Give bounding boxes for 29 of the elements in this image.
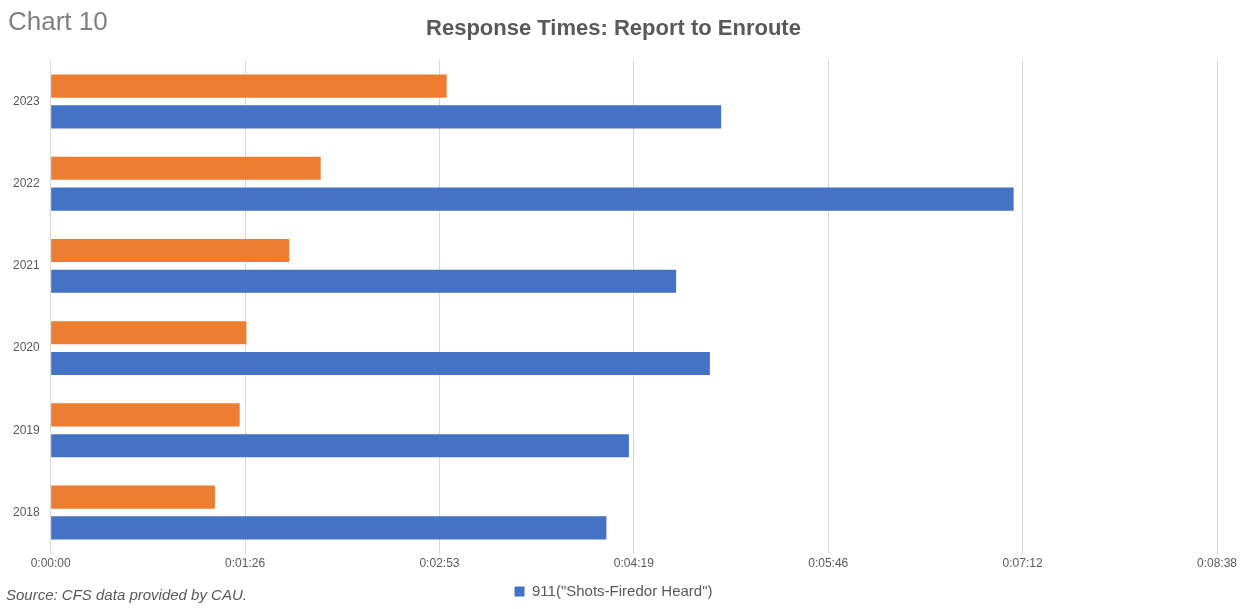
y-tick-label: 2020 [12, 340, 41, 355]
x-tick-label: 0:04:19 [613, 556, 655, 571]
bar [51, 105, 722, 129]
x-tick-label: 0:07:12 [1002, 556, 1043, 571]
x-tick-label: 0:05:46 [808, 556, 849, 571]
bar [51, 74, 447, 98]
caption: Chart 10 [8, 6, 108, 37]
source-note: Source: CFS data provided by CAU. [6, 586, 247, 603]
bar [51, 403, 240, 427]
bar [51, 516, 607, 540]
bar [51, 434, 629, 458]
chart-title: Response Times: Report to Enroute [426, 15, 801, 41]
x-tick-label: 0:02:53 [419, 556, 460, 571]
bar [51, 156, 321, 180]
x-tick-label: 0:08:38 [1196, 556, 1238, 571]
x-tick-label: 0:01:26 [225, 556, 266, 571]
bar [51, 238, 290, 263]
bar [51, 321, 247, 345]
bar [51, 187, 1014, 211]
bar [51, 485, 215, 509]
bar [51, 269, 677, 293]
x-tick-label: 0:00:00 [30, 556, 72, 571]
y-tick-label: 2018 [12, 504, 41, 519]
y-tick-label: 2023 [12, 93, 41, 108]
bar [51, 351, 710, 376]
y-tick-label: 2022 [12, 176, 41, 191]
y-tick-label: 2019 [12, 422, 41, 437]
legend-label: 911("Shots-Firedor Heard") [532, 581, 713, 599]
y-tick-label: 2021 [12, 258, 41, 273]
